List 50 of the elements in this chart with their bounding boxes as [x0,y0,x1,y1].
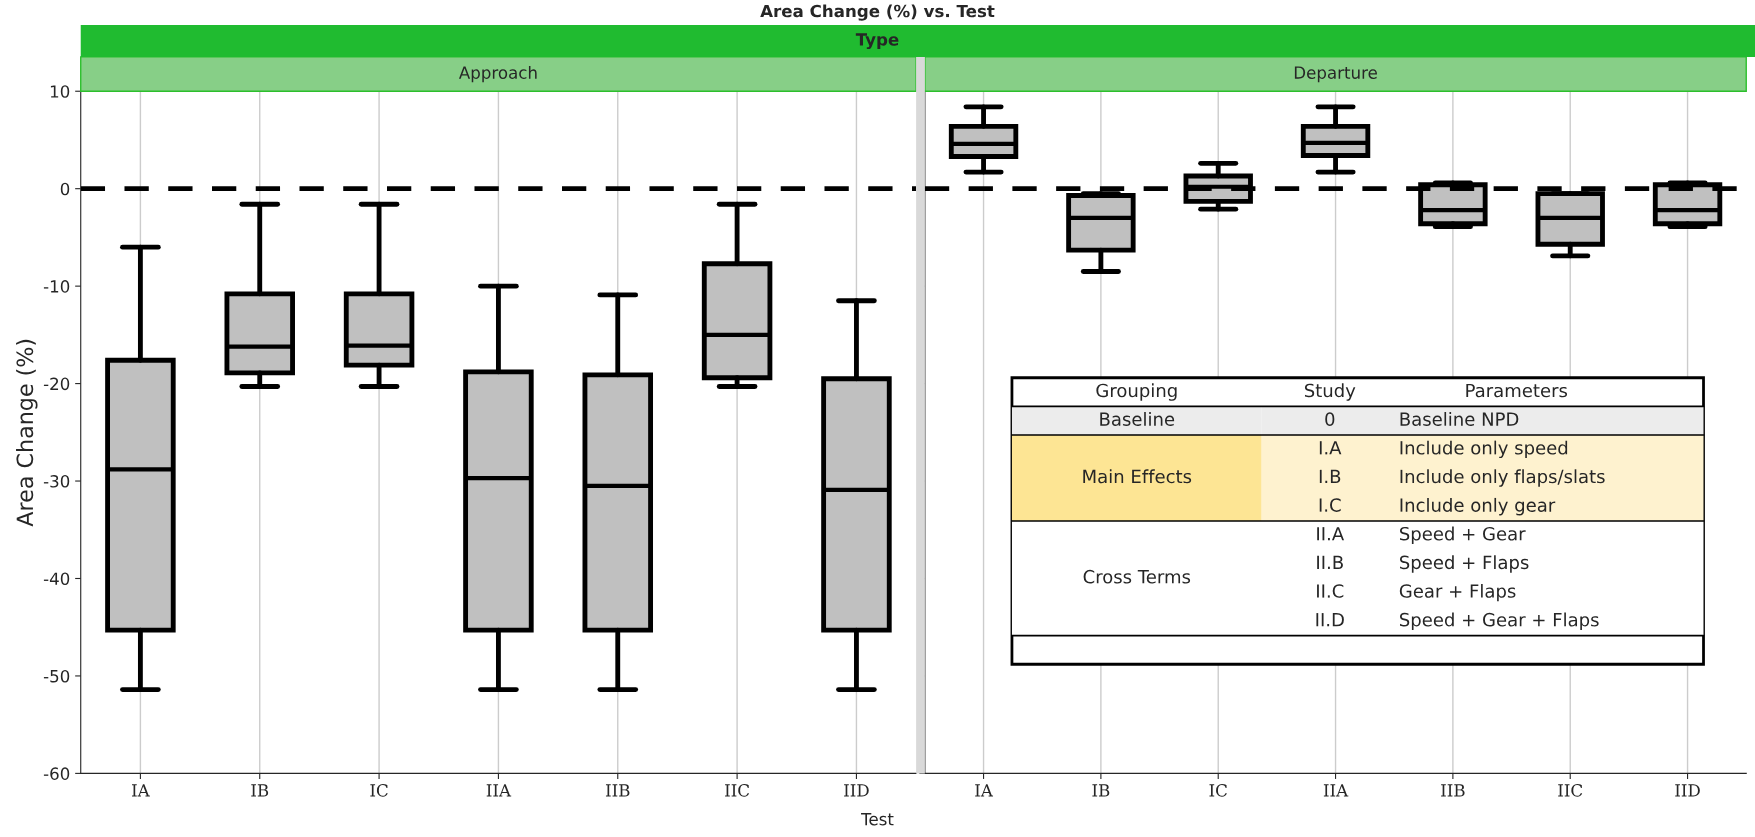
x-tick-label: IIA [486,784,512,797]
x-tick-label: IIB [605,784,630,797]
y-tick-label: -40 [43,572,70,586]
annotation: Grouping [1096,383,1177,401]
x-tick-label: IA [132,784,150,797]
y-axis-title: Area Change (%) [16,339,38,527]
annotation: 0 [1325,412,1335,426]
text: Area Change (%) vs. Test [760,4,995,21]
y-tick-label: -60 [43,767,70,780]
annotation: Baseline [1100,411,1175,426]
annotation: II.B [1317,555,1343,569]
y-tick-label: -10 [43,280,70,293]
x-tick-label: IIB [1441,784,1465,797]
x-tick-label: IID [844,784,869,797]
annotation: Main Effects [1083,469,1192,484]
x-tick-label: IIA [1323,784,1349,797]
chart-title: Departure [1294,66,1377,83]
text: Type [855,33,899,50]
annotation: Cross Terms [1083,569,1191,584]
x-tick-label: IC [1209,784,1227,797]
annotation: II.A [1317,527,1345,541]
annotation: II.D [1316,613,1344,627]
x-tick-label: IC [370,784,388,797]
annotation: I.B [1319,469,1341,483]
x-tick-label: IIC [725,784,750,797]
annotation: Include only speed [1400,440,1568,459]
x-axis-title: Test [861,813,894,826]
y-tick-label: -30 [43,475,70,488]
annotation: Gear + Flaps [1399,583,1516,602]
y-tick-label: 10 [50,85,70,98]
x-tick-label: IB [251,784,269,797]
annotation: Include only gear [1400,497,1556,516]
x-tick-label: IB [1092,784,1110,797]
annotation: Parameters [1466,383,1568,398]
annotation: Baseline NPD [1400,411,1519,426]
annotation: Speed + Gear + Flaps [1399,612,1599,630]
y-tick-label: -50 [43,669,70,683]
chart-title: Approach [458,66,537,83]
annotation: I.C [1319,498,1341,512]
x-tick-label: IID [1675,784,1700,797]
annotation: II.C [1317,584,1344,598]
annotation: Speed + Flaps [1399,555,1529,573]
x-tick-label: IA [975,784,994,797]
annotation: Speed + Gear [1399,526,1526,545]
x-tick-label: IIC [1558,784,1583,797]
y-tick-label: -20 [43,377,70,391]
y-tick-label: 0 [60,182,70,196]
annotation: I.A [1319,441,1342,455]
annotation: Study [1304,383,1356,401]
annotation: Include only flaps/slats [1400,469,1605,487]
